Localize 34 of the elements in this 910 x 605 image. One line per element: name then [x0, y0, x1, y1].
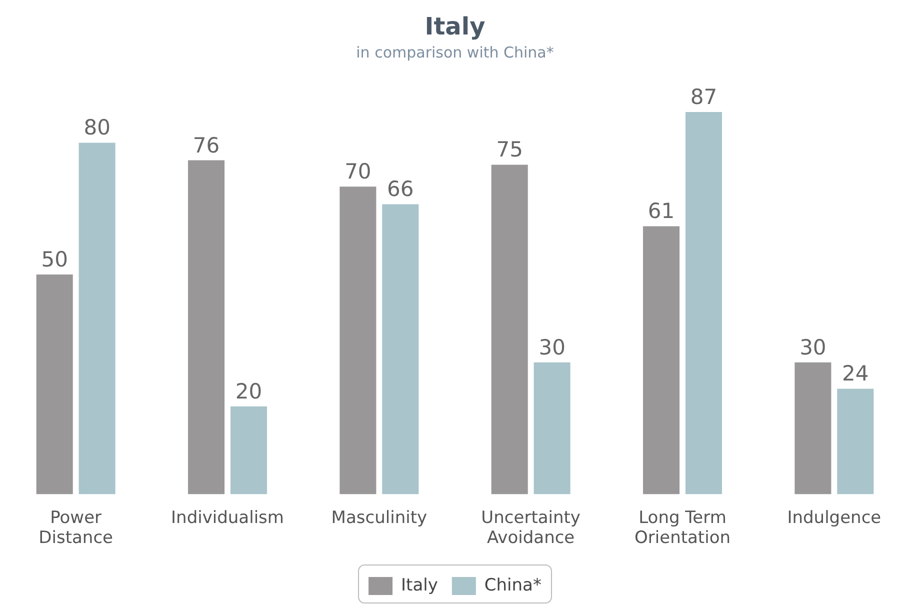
x-tick-label: Power Distance — [38, 508, 114, 548]
bar — [78, 142, 116, 494]
data-label: 70 — [344, 160, 372, 184]
bar — [837, 388, 874, 494]
chart-title: Italy — [424, 12, 486, 41]
data-label: 80 — [84, 116, 110, 140]
data-label: 75 — [496, 138, 523, 162]
bar — [643, 226, 680, 494]
data-label: 24 — [842, 362, 869, 386]
x-tick-label: Masculinity — [331, 508, 428, 528]
bar — [491, 164, 528, 494]
legend-label: China* — [484, 575, 542, 596]
legend-label: Italy — [401, 575, 438, 596]
data-label: 87 — [690, 84, 718, 109]
x-tick-label: Uncertainty Avoidance — [481, 508, 580, 548]
bar — [340, 186, 376, 494]
chart-subtitle: in comparison with China* — [356, 44, 554, 62]
data-label: 61 — [648, 199, 675, 224]
bar — [794, 362, 832, 494]
x-tick-label: Individualism — [171, 508, 284, 528]
bar — [230, 406, 267, 494]
bar — [534, 362, 570, 494]
x-tick-label: Long Term Orientation — [634, 508, 730, 548]
data-label: 20 — [235, 379, 262, 404]
x-tick-label: Indulgence — [787, 508, 882, 528]
data-label: 50 — [41, 247, 68, 272]
bar — [36, 274, 73, 494]
bar — [188, 160, 225, 494]
data-label: 30 — [538, 335, 566, 360]
data-label: 66 — [387, 177, 414, 202]
bar — [382, 204, 419, 494]
data-label: 76 — [192, 133, 220, 158]
bar — [685, 112, 722, 494]
data-label: 30 — [800, 335, 826, 360]
